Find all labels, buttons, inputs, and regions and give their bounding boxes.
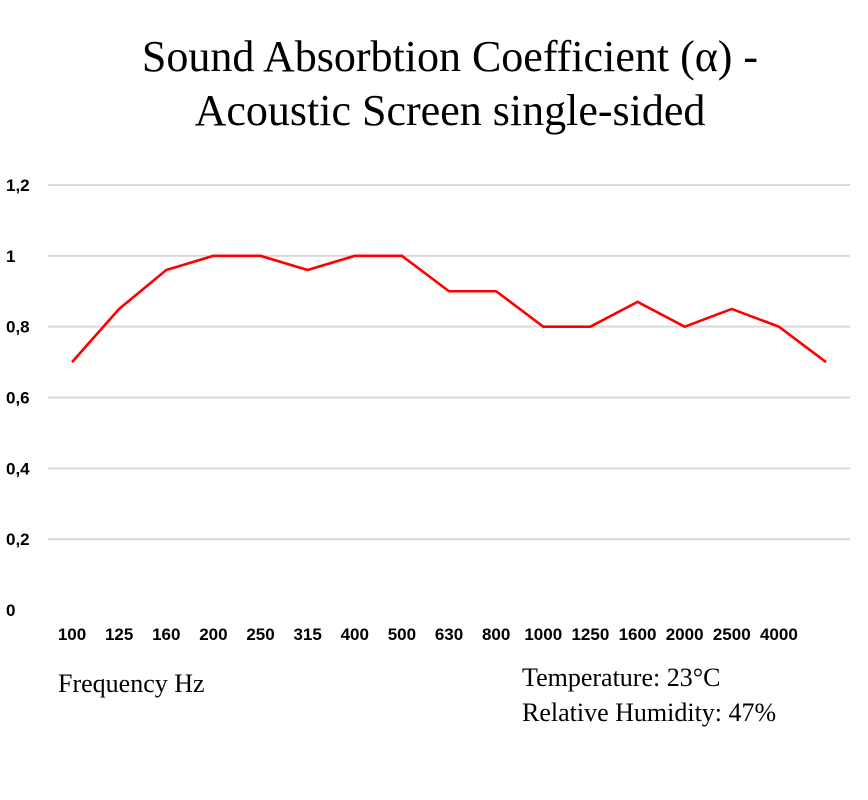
x-tick-label: 500 [388,625,416,644]
y-tick-label: 0 [6,601,15,620]
x-tick-label: 400 [341,625,369,644]
x-tick-label: 630 [435,625,463,644]
x-tick-label: 100 [58,625,86,644]
chart-title: Sound Absorbtion Coefficient (α) - Acous… [0,30,868,138]
y-tick-label: 0,8 [6,318,30,337]
y-tick-label: 0,6 [6,389,30,408]
chart-title-line2: Acoustic Screen single-sided [194,86,706,135]
x-tick-label: 200 [199,625,227,644]
x-tick-label: 1000 [524,625,562,644]
temperature-annotation: Temperature: 23°C [522,663,721,692]
x-tick-label: 315 [293,625,321,644]
x-tick-label: 1600 [619,625,657,644]
y-tick-label: 0,4 [6,459,30,478]
x-tick-label: 2000 [666,625,704,644]
x-tick-label: 125 [105,625,133,644]
data-series-line [71,254,827,364]
x-tick-label: 1250 [571,625,609,644]
humidity-annotation: Relative Humidity: 47% [522,698,777,727]
x-tick-label: 2500 [713,625,751,644]
x-tick-label: 160 [152,625,180,644]
x-tick-label: 800 [482,625,510,644]
x-tick-label: 250 [246,625,274,644]
y-tick-label: 1 [6,247,15,266]
x-axis-label: Frequency Hz [58,669,205,698]
y-tick-label: 0,2 [6,530,30,549]
x-tick-label: 4000 [760,625,798,644]
y-tick-label: 1,2 [6,176,30,195]
chart-title-line1: Sound Absorbtion Coefficient (α) - [141,32,759,81]
